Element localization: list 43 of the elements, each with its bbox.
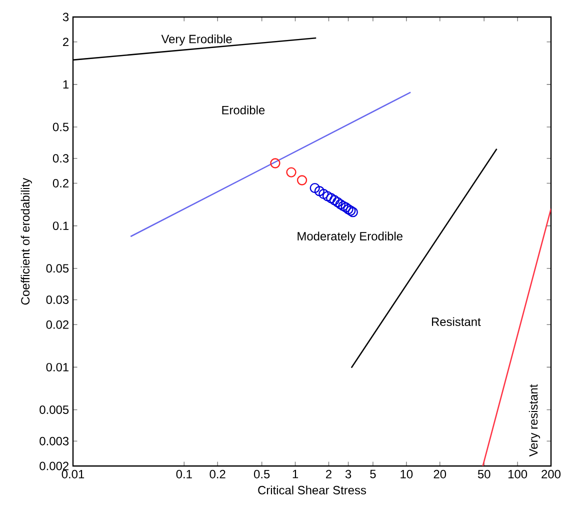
x-axis-title: Critical Shear Stress: [258, 486, 366, 494]
y-tick-label: 1: [63, 80, 68, 89]
y-tick-label: 0.01: [46, 362, 68, 372]
y-tick-label: 0.03: [46, 295, 69, 304]
point: [340, 202, 351, 212]
x-tick-label: 0.5: [254, 470, 270, 478]
point: [338, 200, 348, 212]
y-tick-label: 0.02: [46, 320, 68, 329]
x-tick-label: 2: [326, 470, 332, 478]
point: [314, 186, 325, 196]
x-tick-label: 0.1: [176, 470, 192, 478]
y-tick-label: 2: [63, 38, 68, 46]
annotation: Erodible: [222, 106, 265, 114]
point: [335, 199, 346, 210]
y-tick-label: 0.1: [52, 222, 68, 230]
annotation: Moderately Erodible: [298, 232, 402, 243]
y-tick-label: 0.5: [52, 122, 69, 132]
x-tick-label: 20: [434, 470, 446, 478]
x-tick-label: 3: [345, 470, 352, 478]
x-tick-label: 200: [542, 470, 561, 478]
y-axis-title: Coefficient of erodability: [20, 178, 32, 305]
x-tick-label: 10: [400, 470, 413, 478]
point: [326, 193, 336, 204]
x-tick-label: 1: [292, 470, 298, 478]
point: [318, 188, 329, 200]
y-tick-label: 0.05: [46, 264, 69, 273]
point: [332, 197, 343, 208]
y-tick-label: 0.005: [40, 406, 69, 414]
annotation: Very Erodible: [161, 34, 232, 46]
point: [343, 204, 354, 214]
y-tick-label: 0.002: [40, 462, 68, 470]
point: [329, 195, 340, 206]
y-tick-label: 0.2: [52, 179, 68, 188]
x-tick-label: 100: [508, 470, 528, 478]
annotation: Resistant: [432, 317, 481, 326]
point: [322, 191, 333, 202]
annotation: Very resistant: [528, 384, 540, 457]
x-tick-label: 5: [370, 470, 376, 478]
y-tick-label: 0.003: [40, 436, 69, 446]
y-tick-label: 3: [62, 12, 69, 22]
x-tick-label: 50: [478, 470, 490, 478]
y-tick-label: 0.3: [52, 154, 69, 163]
x-tick-label: 0.2: [210, 470, 226, 478]
